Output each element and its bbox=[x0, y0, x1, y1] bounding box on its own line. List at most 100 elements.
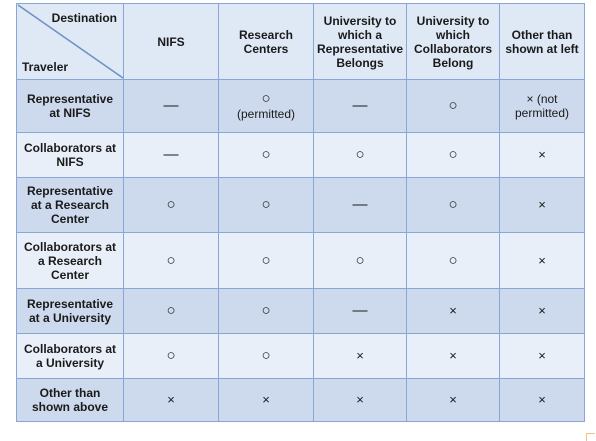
table-cell: × bbox=[123, 378, 219, 422]
table-cell: × bbox=[406, 288, 500, 334]
cell-mark: ○ bbox=[261, 90, 271, 107]
cell-mark: ○ bbox=[166, 347, 176, 364]
cell-mark: ○ bbox=[355, 146, 365, 163]
table-cell: ○ bbox=[313, 132, 407, 178]
cell-mark: ○ bbox=[261, 146, 271, 163]
cell-mark: ○ bbox=[261, 196, 271, 213]
table-cell: × (not permitted) bbox=[499, 79, 585, 133]
cell-mark: — bbox=[352, 196, 368, 213]
cell-mark: — bbox=[163, 146, 179, 163]
table-cell: × bbox=[499, 232, 585, 289]
cell-mark: × bbox=[449, 303, 457, 318]
table-cell: — bbox=[313, 177, 407, 233]
cell-mark: ○ bbox=[448, 146, 458, 163]
cell-mark: × bbox=[538, 252, 546, 268]
cell-mark: × bbox=[356, 392, 364, 407]
cell-mark: × (not bbox=[526, 92, 558, 106]
corner-traveler-label: Traveler bbox=[22, 60, 69, 74]
cell-note: (permitted) bbox=[236, 107, 295, 121]
cell-mark: × bbox=[167, 392, 175, 407]
table-cell: — bbox=[123, 132, 219, 178]
cell-mark: × bbox=[262, 392, 270, 407]
row-label: Representative at a University bbox=[16, 288, 124, 334]
table-cell: × bbox=[499, 177, 585, 233]
row-label: Representative at a Research Center bbox=[16, 177, 124, 233]
table-row: Collaborators at NIFS — ○ ○ ○ × bbox=[16, 132, 585, 178]
cell-mark: × bbox=[356, 348, 364, 363]
diagonal-divider bbox=[17, 4, 124, 79]
table-cell: × bbox=[499, 378, 585, 422]
table-row: Representative at NIFS — ○ (permitted) — … bbox=[16, 79, 585, 133]
cell-mark: — bbox=[163, 97, 179, 114]
table-body: Representative at NIFS — ○ (permitted) — … bbox=[16, 79, 585, 422]
table-cell: ○ bbox=[406, 132, 500, 178]
cell-mark: × bbox=[538, 197, 546, 212]
table-cell: × bbox=[406, 378, 500, 422]
corner-destination-label: Destination bbox=[51, 11, 117, 25]
row-label: Collaborators at a Research Center bbox=[16, 232, 124, 289]
table-cell: — bbox=[313, 288, 407, 334]
row-label: Collaborators at NIFS bbox=[16, 132, 124, 178]
table-cell: ○ bbox=[123, 177, 219, 233]
row-label: Representative at NIFS bbox=[16, 79, 124, 133]
cell-mark: ○ bbox=[261, 347, 271, 364]
cell-mark: × bbox=[449, 392, 457, 407]
corner-decoration bbox=[586, 433, 595, 441]
cell-note: permitted) bbox=[514, 106, 570, 120]
cell-mark: × bbox=[538, 348, 546, 363]
table-header: Destination Traveler NIFS Research Cente… bbox=[16, 3, 585, 80]
table-cell: ○ bbox=[406, 177, 500, 233]
table-cell: × bbox=[499, 288, 585, 334]
table-row: Collaborators at a University ○ ○ × × × bbox=[16, 333, 585, 379]
table-cell: ○ bbox=[123, 232, 219, 289]
table-row: Representative at a University ○ ○ — × × bbox=[16, 288, 585, 334]
cell-mark: × bbox=[449, 348, 457, 363]
cell-mark: ○ bbox=[448, 97, 458, 114]
table-cell: × bbox=[313, 378, 407, 422]
column-header-other: Other than shown at left bbox=[499, 3, 585, 80]
travel-permission-table-container: Destination Traveler NIFS Research Cente… bbox=[16, 3, 585, 422]
table-cell: ○ bbox=[123, 333, 219, 379]
travel-permission-table: Destination Traveler NIFS Research Cente… bbox=[16, 3, 585, 422]
table-cell: ○ bbox=[218, 232, 314, 289]
cell-mark: — bbox=[352, 97, 368, 114]
table-cell: — bbox=[313, 79, 407, 133]
cell-mark: ○ bbox=[448, 251, 458, 269]
corner-header-cell: Destination Traveler bbox=[16, 3, 124, 80]
column-header-collaborators-university: University to which Collaborators Belong bbox=[406, 3, 500, 80]
cell-mark: ○ bbox=[448, 196, 458, 213]
table-row: Collaborators at a Research Center ○ ○ ○… bbox=[16, 232, 585, 289]
table-cell: — bbox=[123, 79, 219, 133]
table-cell: × bbox=[313, 333, 407, 379]
cell-mark: × bbox=[538, 392, 546, 407]
table-row: Representative at a Research Center ○ ○ … bbox=[16, 177, 585, 233]
cell-mark: × bbox=[538, 303, 546, 318]
table-cell: ○ bbox=[218, 177, 314, 233]
table-cell: ○ bbox=[218, 288, 314, 334]
table-cell: ○ bbox=[218, 333, 314, 379]
cell-mark: ○ bbox=[261, 251, 271, 269]
table-cell: ○ bbox=[123, 288, 219, 334]
table-cell: × bbox=[406, 333, 500, 379]
cell-mark: — bbox=[352, 302, 368, 319]
cell-mark: ○ bbox=[261, 302, 271, 319]
cell-mark: ○ bbox=[166, 196, 176, 213]
table-cell: × bbox=[218, 378, 314, 422]
cell-mark: ○ bbox=[166, 251, 176, 269]
cell-mark: ○ bbox=[355, 251, 365, 269]
header-row: Destination Traveler NIFS Research Cente… bbox=[16, 3, 585, 80]
cell-mark: ○ bbox=[166, 302, 176, 319]
table-row: Other than shown above × × × × × bbox=[16, 378, 585, 422]
table-cell: × bbox=[499, 333, 585, 379]
table-cell: ○ (permitted) bbox=[218, 79, 314, 133]
row-label: Other than shown above bbox=[16, 378, 124, 422]
table-cell: ○ bbox=[218, 132, 314, 178]
cell-mark: × bbox=[538, 147, 546, 162]
column-header-representative-university: University to which a Representative Bel… bbox=[313, 3, 407, 80]
table-cell: ○ bbox=[406, 79, 500, 133]
column-header-research-centers: Research Centers bbox=[218, 3, 314, 80]
table-cell: ○ bbox=[313, 232, 407, 289]
table-cell: ○ bbox=[406, 232, 500, 289]
table-cell: × bbox=[499, 132, 585, 178]
row-label: Collaborators at a University bbox=[16, 333, 124, 379]
